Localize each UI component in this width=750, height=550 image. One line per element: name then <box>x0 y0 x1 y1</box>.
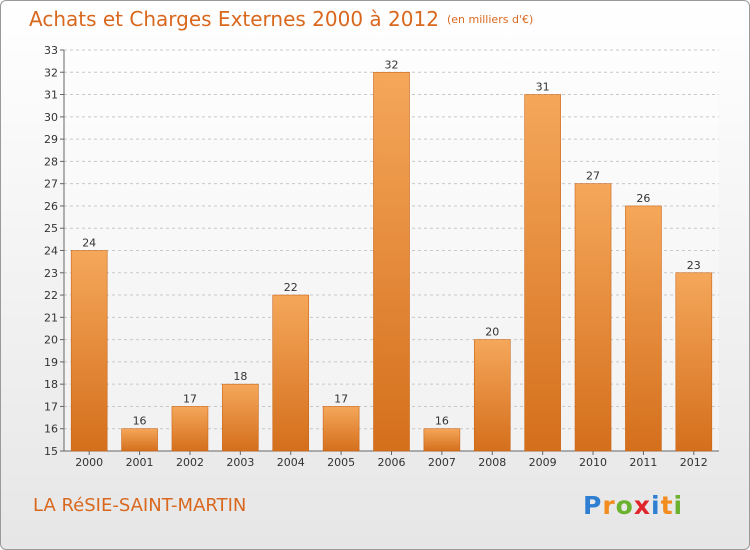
bar-value-label: 16 <box>133 415 147 428</box>
bar-value-label: 32 <box>385 58 399 71</box>
y-tick-label: 24 <box>44 245 58 258</box>
y-tick-label: 29 <box>44 133 58 146</box>
bar-value-label: 27 <box>586 170 600 183</box>
bar <box>524 94 561 452</box>
bar <box>121 428 158 452</box>
bar <box>423 428 461 452</box>
bar <box>574 183 612 452</box>
x-tick-label: 2000 <box>75 456 103 469</box>
logo-letter: i <box>673 491 684 520</box>
logo-letter: x <box>633 491 651 520</box>
y-tick-label: 23 <box>44 267 58 280</box>
x-tick-label: 2005 <box>327 456 355 469</box>
bar-value-label: 18 <box>233 370 247 383</box>
y-tick-label: 16 <box>44 423 58 436</box>
bar <box>222 383 259 452</box>
x-tick-label: 2010 <box>579 456 607 469</box>
y-tick-label: 20 <box>44 334 58 347</box>
y-tick-label: 33 <box>44 44 58 57</box>
x-tick-label: 2008 <box>478 456 506 469</box>
x-tick-label: 2002 <box>176 456 204 469</box>
x-tick-label: 2012 <box>680 456 708 469</box>
x-tick-label: 2007 <box>428 456 456 469</box>
chart-title: Achats et Charges Externes 2000 à 2012 (e… <box>29 7 533 31</box>
y-tick-label: 18 <box>44 378 58 391</box>
chart-title-text: Achats et Charges Externes 2000 à 2012 <box>29 7 439 31</box>
x-tick-label: 2003 <box>226 456 254 469</box>
x-tick-label: 2006 <box>378 456 406 469</box>
logo-letter: o <box>615 491 634 520</box>
bar <box>473 339 511 452</box>
x-tick-label: 2004 <box>277 456 305 469</box>
chart-unit-label: (en milliers d'€) <box>446 13 534 26</box>
bar <box>373 71 410 452</box>
bar-value-label: 16 <box>435 415 449 428</box>
logo-letter: r <box>602 491 616 520</box>
x-tick-label: 2009 <box>529 456 557 469</box>
bar-value-label: 24 <box>82 237 96 250</box>
bar-value-label: 22 <box>284 281 298 294</box>
y-tick-label: 17 <box>44 400 58 413</box>
y-tick-label: 32 <box>44 66 58 79</box>
x-tick-label: 2001 <box>126 456 154 469</box>
proxiti-logo: Proxiti <box>583 491 683 520</box>
bar <box>171 406 209 452</box>
y-tick-label: 27 <box>44 178 58 191</box>
bar <box>70 250 108 452</box>
bar <box>322 406 360 452</box>
bar-value-label: 20 <box>485 326 499 339</box>
y-tick-label: 25 <box>44 222 58 235</box>
y-tick-label: 21 <box>44 311 58 324</box>
y-tick-label: 15 <box>44 445 58 458</box>
y-tick-label: 26 <box>44 200 58 213</box>
bar-value-label: 31 <box>536 81 550 94</box>
commune-name: LA RéSIE-SAINT-MARTIN <box>33 495 247 516</box>
bar <box>625 205 662 452</box>
bar <box>272 294 310 452</box>
x-tick-label: 2011 <box>629 456 657 469</box>
logo-letter: P <box>583 491 603 520</box>
y-tick-label: 30 <box>44 111 58 124</box>
logo-letter: i <box>651 491 661 520</box>
y-tick-label: 22 <box>44 289 58 302</box>
bar-value-label: 23 <box>687 259 701 272</box>
logo-letter: t <box>660 491 674 520</box>
bar-value-label: 17 <box>334 392 348 405</box>
bar-value-label: 17 <box>183 392 197 405</box>
y-tick-label: 31 <box>44 89 58 102</box>
bar <box>675 272 713 452</box>
y-tick-label: 19 <box>44 356 58 369</box>
bar-value-label: 26 <box>636 192 650 205</box>
y-tick-label: 28 <box>44 155 58 168</box>
